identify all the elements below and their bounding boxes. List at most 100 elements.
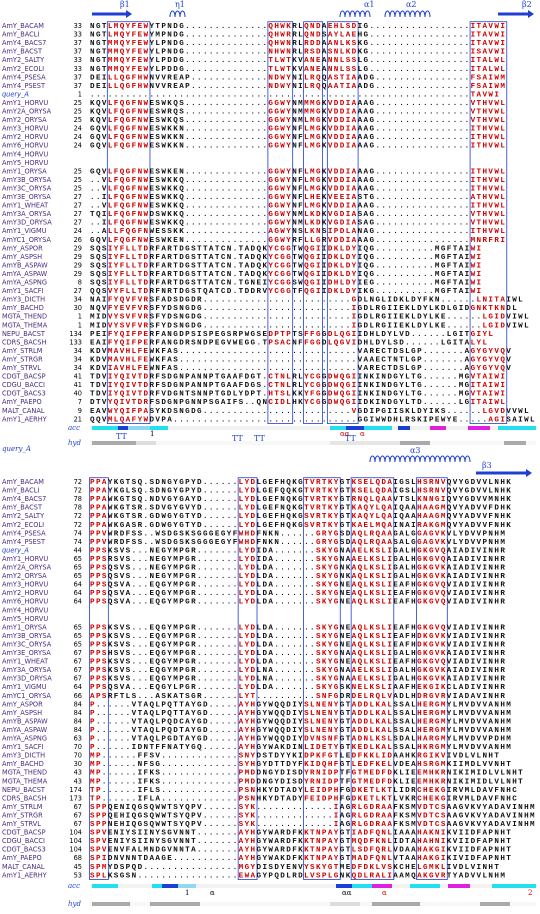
conserved-residue: YCGG [268, 262, 291, 270]
conserved-residue: LMG [304, 126, 321, 134]
residue: TDV [90, 391, 107, 399]
residue: QVYGDVVLNHK [447, 488, 511, 496]
conservation-box [416, 477, 448, 880]
conserved-residue: SKYG [316, 556, 339, 564]
residue: WESSKK.............. [149, 228, 267, 236]
residue: GALH [393, 573, 416, 581]
conserved-residue: LMG [304, 117, 321, 125]
conserved-residue: YCGG [268, 288, 291, 296]
conserved-residue: VGDIA [328, 211, 357, 219]
residue: GT [340, 496, 351, 504]
residue: IKG..........MGFTAI [358, 288, 470, 296]
start-position: 44 [74, 546, 82, 554]
start-position: 1 [78, 90, 82, 98]
conserved-residue: PPS [90, 582, 107, 590]
sequence: GQVLFQGFNWESWKKN..............GGWYNFLMGK… [90, 143, 505, 151]
residue: NF [292, 203, 303, 211]
conserved-residue: LKN [304, 228, 321, 236]
residue: SFYDSNGDG......................... [149, 314, 350, 322]
residue: GT [340, 488, 351, 496]
residue: AAGVKVYADAVINHM [447, 821, 535, 829]
sequence-name: AmY3E_ORYSA [2, 649, 51, 657]
residue: LDA....... [257, 599, 315, 607]
start-position: 72 [74, 487, 82, 495]
sequence-name: AmY_STRLM [2, 347, 43, 355]
conserved-residue: YCG [304, 374, 321, 382]
sequence: GQVLFQGFNWESWKKN..............GGWYNFLMGK… [90, 126, 505, 134]
conserved-residue: LEIDPH [304, 787, 339, 795]
sequence: QQSVYFLLTDRFNRTDGSTQATCD.TDDRVYCGGTFQGII… [90, 288, 481, 296]
conserved-residue: PPA [90, 479, 107, 487]
sequence: PPSHSVS...EQGYMPGR.......LYDLDA.......SK… [90, 650, 505, 658]
conserved-residue: NHWN [268, 49, 291, 57]
start-position: 29 [74, 270, 82, 278]
residue: KSGSN................. [108, 872, 237, 880]
residue: NGT [90, 32, 107, 40]
sequence: DEILLQGFHWNVVREAP.............NDWYNILRQQ… [90, 83, 505, 91]
residue: PEI [90, 331, 106, 339]
residue: KDV [90, 348, 107, 356]
sequence: MIDVYSVFVRSFYDSNGDG.....................… [90, 314, 529, 322]
hyd-label: hyd [68, 439, 81, 447]
residue: TW [292, 245, 303, 253]
conserved-residue: AQLKSLI [352, 650, 392, 658]
residue: D [322, 339, 327, 347]
residue: ESWKKQ.............. [149, 220, 267, 228]
sequence: PPSKSVS...EQGYMPGR.......LYDLNA.......SK… [90, 676, 505, 684]
acc-segment [468, 426, 490, 430]
start-position: 64 [74, 589, 82, 597]
conserved-residue: CIDL [268, 399, 291, 407]
conserved-residue: CTNL [268, 382, 291, 390]
sequence: DTVYQIVTDRFSDGNPGNNPSGAIFS..QNCIDLHKYCGG… [90, 399, 505, 407]
residue: RL [292, 374, 303, 382]
conserved-residue: PPS [90, 676, 107, 684]
conserved-residue: DKLDY [328, 245, 357, 253]
residue: NF [292, 143, 303, 151]
start-position: 84 [74, 700, 82, 708]
residue: ..I [90, 194, 106, 202]
sequence: P......VTAQLPQTTAYGD.....AYHGYWQQDIYSLNE… [90, 710, 511, 718]
residue: SQS [90, 262, 107, 270]
residue: LE [340, 753, 351, 761]
conserved-residue: LRQ [304, 83, 321, 91]
residue: INKINDGYLTG......MG [358, 391, 470, 399]
conserved-residue: HSRNV [417, 479, 446, 487]
residue: GT [340, 736, 351, 744]
residue: TDV [90, 374, 107, 382]
residue: KVIIDFAPNHT [447, 847, 511, 855]
conserved-residue: LYD [239, 650, 256, 658]
conserved-residue: LFQGFNW [108, 117, 149, 125]
residue: DNGYDISD [257, 770, 304, 778]
sequence-name: AmY1_SACFI [2, 287, 44, 295]
residue: RL [292, 49, 303, 57]
hyd-track [90, 441, 536, 445]
residue: SQS [90, 245, 107, 253]
residue: DSTDYYKI [257, 753, 303, 761]
sequence: DEILLQGFHWNVVREAP.............NDWYNILRQQ… [90, 74, 505, 82]
residue: K [322, 109, 327, 117]
start-position: 25 [74, 99, 82, 107]
acc-label: acc [68, 882, 80, 890]
residue: NGT [90, 66, 107, 74]
residue: IGSL [393, 488, 416, 496]
residue: AG [340, 804, 351, 812]
residue: K [322, 194, 327, 202]
sequence: TDVIYQIVTDRFSDGNPANNPTGAAFDGT.CTNLRLYCGG… [90, 374, 505, 382]
conserved-residue: I [352, 305, 357, 313]
sequence: NGTMMQYFEWYLPDDG..............TLWTKVANEA… [90, 57, 505, 65]
sequence: SQSIYFLLTDRFARTDGSTTATCN.TADQKYCGGTWQGII… [90, 254, 481, 262]
conserved-residue: ITHVWL [471, 134, 506, 142]
conserved-residue: ITHVWL [471, 185, 506, 193]
conserved-residue: LYD [239, 599, 256, 607]
residue: VIADIVINHR [447, 659, 506, 667]
conserved-residue: VDDIA [328, 237, 357, 245]
acc-segment [178, 884, 196, 888]
start-position: 78 [74, 504, 82, 512]
sequence-name: AmY4_PSEST [2, 538, 46, 546]
conserved-residue: GKGVQ [417, 547, 446, 555]
acc-segment [346, 426, 364, 430]
conserved-residue: IADFQNL [352, 830, 393, 838]
sequence: SQSIYFLLTDRFARTDGSTTATCN.TADQKYCGGTWQGII… [90, 262, 481, 270]
sequence-name: AmY_ASPOR [2, 700, 43, 708]
residue: ......IFLS............. [102, 787, 237, 795]
